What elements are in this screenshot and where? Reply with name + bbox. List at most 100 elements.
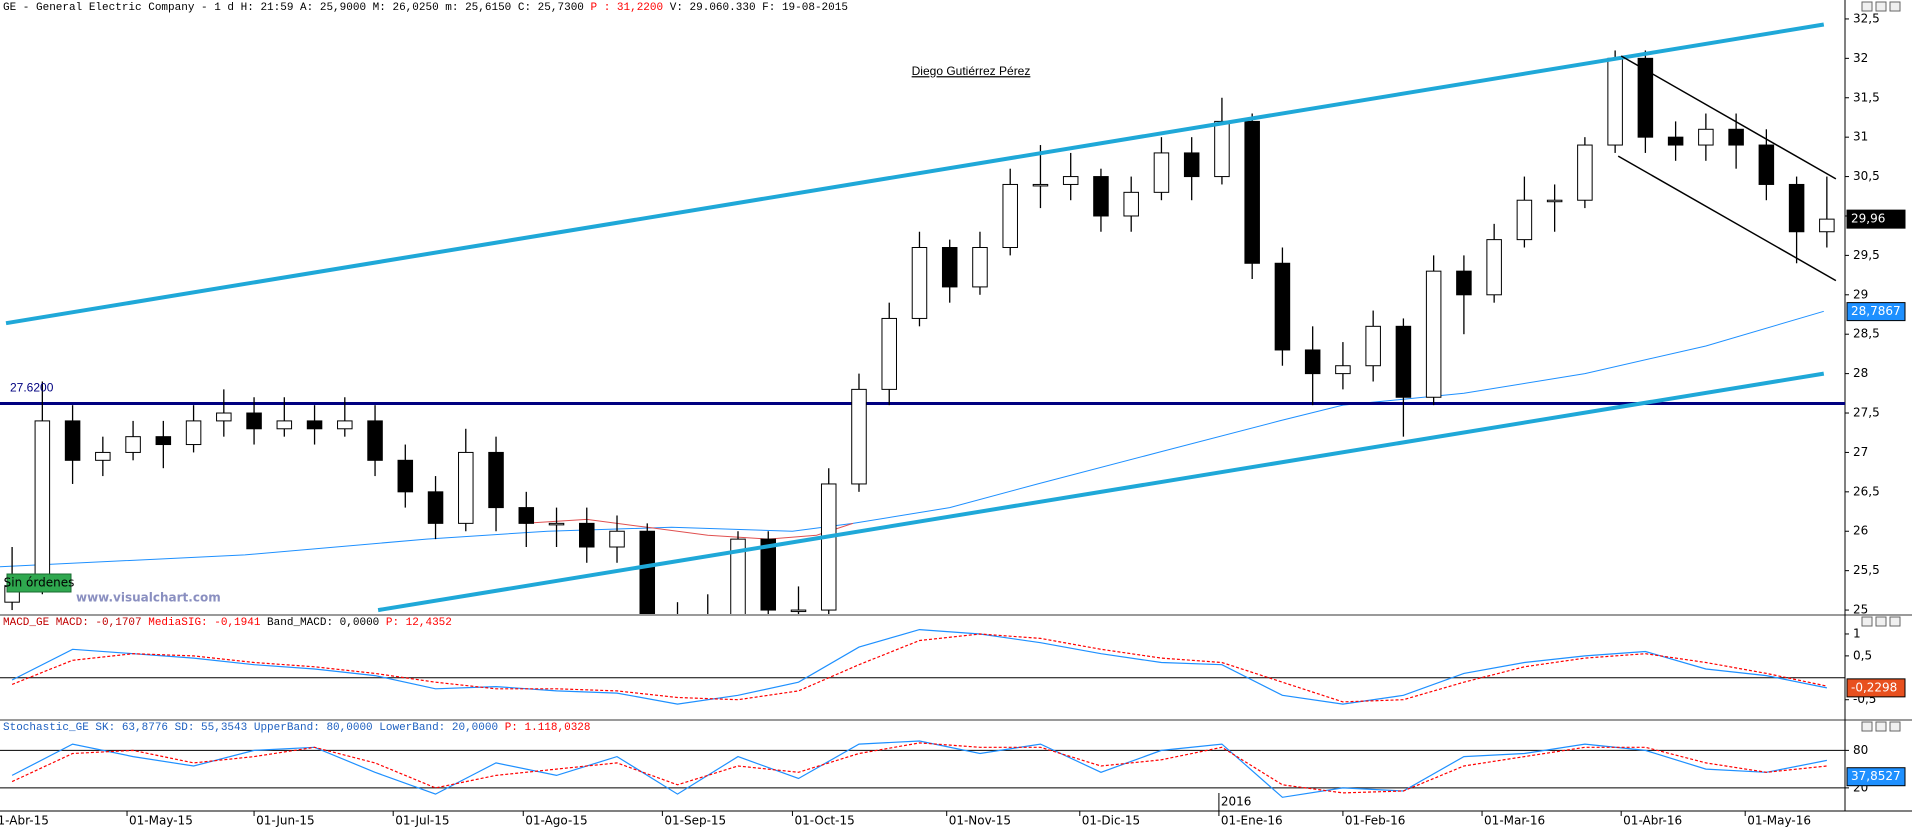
header-part: P : 31,2200: [591, 2, 664, 14]
x-tick-label: 01-Dic-15: [1082, 814, 1140, 828]
button[interactable]: [1875, 721, 1887, 732]
header-part: P: 1.118,0328: [505, 722, 591, 734]
candle-body: [548, 522, 565, 526]
candle-body: [1516, 199, 1533, 241]
button[interactable]: [1861, 1, 1873, 12]
candle-body: [367, 420, 383, 461]
x-tick-label: 01-May-16: [1747, 814, 1811, 828]
y-tick-label: 26: [1853, 524, 1868, 538]
candle-body: [155, 436, 172, 446]
candle-body: [397, 459, 414, 493]
moving-average: [0, 310, 1824, 568]
candle-body: [790, 609, 807, 613]
x-tick-label: 01-Ene-16: [1221, 814, 1283, 828]
candle-body: [427, 491, 444, 524]
candle-body: [1577, 144, 1593, 201]
watermark: www.visualchart.com: [76, 591, 221, 605]
candle-body: [306, 420, 323, 430]
price-tag: 29,96: [1851, 212, 1885, 226]
candle-body: [125, 436, 141, 453]
button[interactable]: [1889, 616, 1901, 627]
candle-body: [1546, 199, 1563, 203]
indicator-line: [11, 628, 1828, 705]
candle-body: [246, 412, 262, 430]
candle-body: [730, 538, 746, 614]
y-tick-label: 32,5: [1853, 11, 1880, 25]
y-tick-label: 32: [1853, 51, 1868, 65]
y-tick-label: 30,5: [1853, 169, 1880, 183]
plot-area: [0, 628, 1845, 705]
button[interactable]: [1861, 721, 1873, 732]
y-tick-label: 25: [1853, 603, 1868, 617]
x-tick-label: 01-Jul-15: [395, 814, 449, 828]
x-tick-label: 01-May-15: [129, 814, 193, 828]
candle-body: [639, 530, 656, 614]
chart-title: Diego Gutiérrez Pérez: [912, 64, 1031, 78]
candle-body: [1032, 183, 1049, 187]
y-tick-label: 27,5: [1853, 406, 1880, 420]
y-tick-label: 0,5: [1853, 648, 1872, 662]
trend-line: [1617, 155, 1837, 282]
candle-body: [1607, 57, 1623, 146]
panel-header: GE - General Electric Company - 1 d H: 2…: [3, 2, 848, 14]
candle-body: [1123, 191, 1139, 217]
x-tick-label: 01-Nov-15: [949, 814, 1011, 828]
ma-tag: 28,7867: [1851, 304, 1901, 318]
candle-body: [579, 522, 595, 548]
header-part: V: 29.060.330 F: 19-08-2015: [663, 2, 848, 14]
candle-body: [1486, 239, 1502, 296]
header-part: Band_MACD: 0,0000: [260, 617, 385, 629]
candle-body: [458, 451, 474, 524]
candle-body: [1335, 365, 1351, 375]
y-tick-label: 80: [1853, 743, 1868, 757]
panel-separator: [0, 719, 1912, 721]
trend-line: [377, 371, 1825, 613]
indicator-line: [11, 633, 1828, 703]
candle-body: [1637, 57, 1654, 138]
header-part: GE - General Electric Company - 1 d H: 2…: [3, 2, 591, 14]
candle-body: [276, 420, 293, 430]
button[interactable]: [1889, 721, 1901, 732]
candle-body: [488, 451, 504, 509]
y-tick-label: 29,5: [1853, 248, 1880, 262]
y-tick-label: 28,5: [1853, 327, 1880, 341]
y-tick-label: 27: [1853, 445, 1868, 459]
panel-header: MACD_GE MACD: -0,1707 MediaSIG: -0,1941 …: [3, 617, 452, 629]
candle-body: [185, 420, 202, 446]
button[interactable]: [1875, 1, 1887, 12]
button[interactable]: [1889, 1, 1901, 12]
candle-body: [1214, 120, 1230, 178]
candle-body: [1425, 270, 1442, 398]
candle-body: [1395, 325, 1412, 398]
candle-body: [1304, 349, 1321, 375]
panel-separator: [0, 614, 1912, 616]
candle-body: [1456, 270, 1472, 296]
candle-body: [216, 412, 232, 422]
x-tick-label: 01-Mar-16: [1484, 814, 1545, 828]
level-label: 27.6200: [10, 381, 54, 395]
candle-body: [1667, 136, 1684, 146]
value-tag: -0,2298: [1851, 680, 1897, 694]
candle-body: [1062, 176, 1079, 185]
y-tick-label: 29: [1853, 287, 1868, 301]
plot-area: [0, 740, 1845, 798]
candle-body: [911, 247, 928, 319]
candle-body: [1093, 176, 1109, 217]
plot-area: [0, 22, 1845, 614]
candle-body: [1758, 144, 1775, 185]
window-buttons: [1861, 1, 1901, 732]
y-tick-label: 28: [1853, 366, 1868, 380]
button[interactable]: [1875, 616, 1887, 627]
button[interactable]: [1861, 616, 1873, 627]
x-tick-label: 01-Ago-15: [525, 814, 587, 828]
y-tick-label: 25,5: [1853, 563, 1880, 577]
header-part: MACD_GE MACD: -0,1707: [3, 617, 148, 629]
candle-body: [1274, 262, 1291, 351]
panel-header: Stochastic_GE SK: 63,8776 SD: 55,3543 Up…: [3, 722, 591, 734]
x-tick-label: 01-Feb-16: [1345, 814, 1405, 828]
header-part: Stochastic_GE SK: 63,8776 SD: 55,3543 Up…: [3, 722, 505, 734]
trend-line: [1620, 55, 1837, 180]
